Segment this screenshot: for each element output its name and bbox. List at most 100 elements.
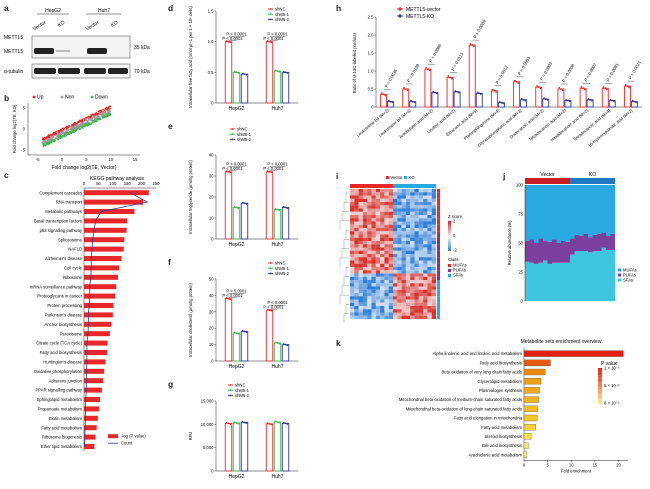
heatmap-cell — [350, 231, 355, 235]
heatmap-cell — [358, 202, 363, 206]
heatmap-cell — [423, 293, 428, 297]
heatmap-cell — [431, 224, 437, 229]
enrich-bar — [523, 424, 536, 431]
bar — [232, 71, 241, 104]
h-point — [606, 88, 608, 91]
volcano-ytick: 0 — [23, 127, 26, 132]
heatmap-cell — [375, 250, 381, 255]
heatmap-cell — [362, 260, 368, 264]
data-point — [270, 41, 273, 44]
heatmap-cell — [431, 306, 437, 310]
volcano-point — [70, 128, 73, 131]
heatmap-cell — [401, 205, 406, 209]
data-point — [286, 207, 289, 209]
heatmap-cell — [418, 241, 424, 245]
heatmap-cell — [375, 263, 381, 268]
data-point — [274, 69, 277, 72]
heatmap-cell — [397, 237, 402, 242]
heatmap-class-cell — [437, 205, 440, 209]
volcano-legend-down: Down — [95, 95, 108, 101]
heatmap-cell — [401, 286, 406, 290]
heatmap-cell — [358, 286, 363, 290]
stacked-mufa — [579, 185, 584, 237]
stacked-ytick: 100 — [516, 183, 524, 188]
heatmap-cell — [401, 280, 406, 284]
heatmap-cell — [388, 192, 394, 196]
kegg-pathway-label: RNA transport — [56, 200, 83, 205]
ytick: 10,000 — [201, 422, 214, 427]
heatmap-cell — [384, 263, 389, 268]
stacked-sfa — [570, 254, 575, 301]
volcano-point — [109, 105, 112, 108]
h-pvalue: P = 0.0003 — [517, 55, 532, 76]
ytick: 0 — [211, 469, 214, 474]
cholesterol-chart: 0 10 20 30 40 50 Intracellular cholesterol (μm… — [188, 261, 298, 370]
heatmap-cell — [397, 312, 402, 316]
heatmap-cell — [367, 270, 372, 274]
heatmap-cell — [384, 195, 389, 199]
heatmap-cell — [367, 296, 372, 300]
heatmap-cell — [431, 293, 437, 297]
heatmap-class-cell — [437, 211, 440, 216]
data-point — [243, 73, 246, 76]
heatmap-cell — [354, 270, 359, 274]
h-point — [609, 98, 612, 101]
h-bar-vector — [579, 87, 587, 108]
heatmap-cell — [427, 254, 432, 258]
heatmap-cell — [427, 257, 432, 261]
volcano-point — [90, 119, 93, 121]
data-point — [227, 422, 230, 425]
heatmap-cell — [367, 218, 372, 222]
heatmap-cell — [427, 302, 432, 307]
volcano-point — [92, 117, 94, 120]
heatmap-class-cell — [437, 202, 440, 206]
volcano-legend-dot-up — [32, 95, 36, 99]
heatmap-cell — [388, 189, 394, 193]
heatmap-cell — [354, 273, 359, 277]
heatmap-cell — [384, 286, 389, 290]
heatmap-cell — [384, 205, 389, 209]
kegg-xtick: 100 — [109, 181, 117, 186]
legend-shnc: shNC — [275, 7, 285, 12]
volcano-point — [49, 138, 52, 141]
heatmap-cell — [410, 228, 415, 232]
heatmap-cell — [380, 289, 385, 294]
heatmap-cell — [367, 234, 372, 238]
kegg-bar — [84, 350, 108, 355]
heatmap-cell — [350, 263, 355, 268]
volcano-point — [53, 134, 56, 137]
volcano-legend-non: Non — [65, 95, 74, 101]
heatmap-cell — [384, 312, 389, 316]
heatmap-cell — [397, 254, 402, 258]
heatmap-cell — [380, 270, 385, 274]
heatmap-cell — [410, 293, 415, 297]
heatmap-cell — [371, 231, 376, 235]
heatmap-cell — [431, 283, 437, 287]
heatmap-cell — [414, 224, 419, 229]
heatmap-cell — [375, 257, 381, 261]
enrich-bar — [523, 405, 538, 412]
heatmap-cell — [388, 283, 394, 287]
volcano-point — [107, 107, 110, 109]
kegg-pathway-label: Peroxisome — [60, 331, 83, 336]
volcano-point — [47, 143, 50, 145]
heatmap-cell — [401, 293, 406, 297]
heatmap-cell — [362, 286, 368, 290]
heatmap-legend-vector: Vector — [391, 175, 403, 180]
heatmap-cell — [380, 231, 385, 235]
heatmap-cell — [371, 289, 376, 294]
heatmap-cell — [427, 299, 432, 303]
data-point — [270, 423, 273, 426]
heatmap-cell — [362, 228, 368, 232]
heatmap-cell — [380, 202, 385, 206]
heatmap-cell — [350, 218, 355, 222]
heatmap-cell — [375, 293, 381, 297]
volcano-point — [66, 133, 69, 136]
heatmap-cell — [423, 267, 428, 271]
enrich-xtick: 10 — [569, 462, 574, 467]
heatmap-cell — [393, 306, 398, 310]
heatmap-cell — [354, 211, 359, 216]
stacked-label-vector: Vector — [540, 172, 555, 178]
heatmap-cell — [388, 202, 394, 206]
panel-letter-a: a — [4, 3, 9, 13]
